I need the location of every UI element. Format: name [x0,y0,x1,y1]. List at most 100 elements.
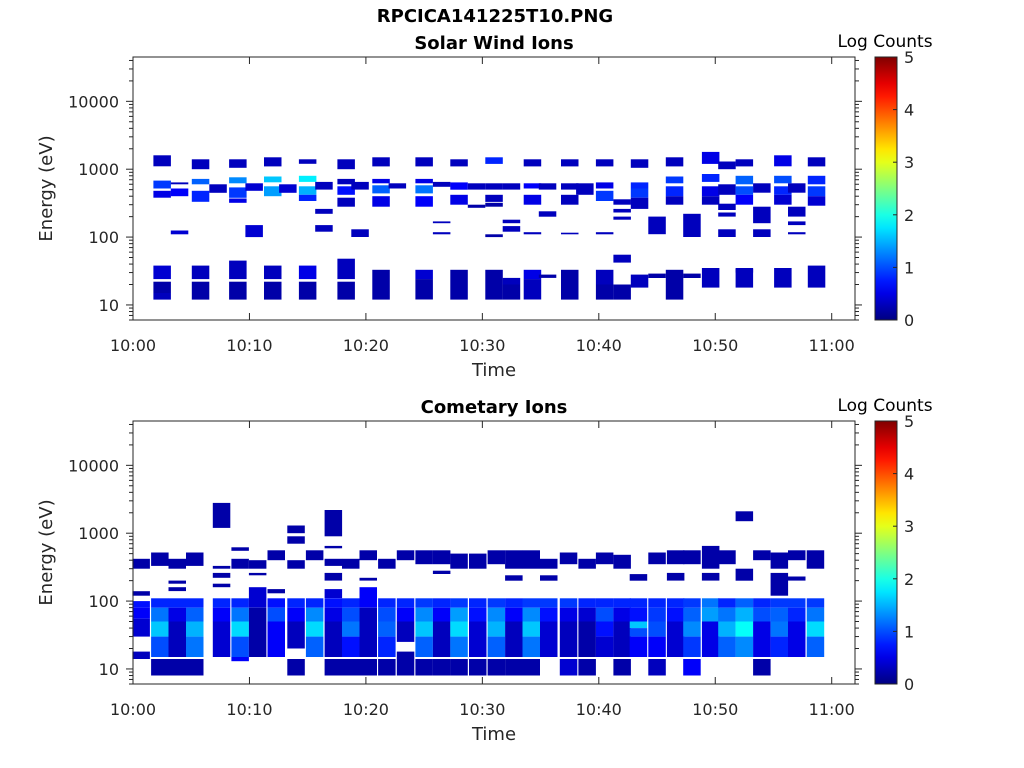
data-cell [212,583,231,588]
data-cell [298,186,317,195]
data-cell [774,194,792,205]
data-cell [287,560,305,569]
x-axis-label: Time [471,724,516,745]
data-cell [523,183,542,189]
data-cell [807,196,826,206]
data-cell [770,552,789,569]
data-cell [540,607,558,622]
data-cell [666,607,685,622]
colorbar-tick-label: 0 [904,311,914,330]
data-cell [788,232,806,235]
data-cell [168,598,186,608]
x-tick-label: 10:00 [110,336,156,355]
data-cell [774,268,792,288]
data-cell [315,181,333,190]
data-cell [648,552,666,565]
data-cell [788,183,806,193]
data-cell [701,621,720,657]
data-cell [538,183,557,190]
colorbar-tick-label: 5 [904,412,914,431]
data-cell [613,199,631,205]
data-cell [248,607,267,657]
data-cell [806,636,825,657]
data-cell [505,550,523,569]
data-cell [378,598,396,608]
data-cell [324,621,343,657]
y-axis-label: Energy (eV) [36,135,57,241]
data-cell [788,598,806,608]
data-cell [701,151,720,164]
data-cell [245,225,263,238]
data-cell [578,607,596,622]
data-cell [378,621,396,637]
data-cell [153,190,171,198]
data-cell [432,598,451,608]
data-cell [502,277,521,285]
data-cell [388,183,407,189]
x-tick-label: 11:00 [809,336,855,355]
data-cell [324,558,343,566]
data-cell [735,194,754,205]
data-cell [342,636,360,657]
data-cell [788,576,806,581]
data-cell [372,196,390,207]
data-cell [186,607,204,622]
data-cell [701,545,720,569]
data-cell [229,293,247,300]
data-cell [287,621,305,649]
data-cell [595,159,614,167]
data-cell [502,183,521,190]
data-cell [153,265,171,280]
data-cell [666,621,685,657]
data-cell [701,607,720,622]
data-cell [487,659,506,676]
data-cell [770,607,789,622]
data-cell [324,598,343,608]
data-cell [613,554,631,569]
data-cell [718,636,736,657]
data-cell [231,558,249,569]
data-cell [718,203,736,210]
data-cell [538,211,557,217]
data-cell [595,607,614,622]
data-cell [298,159,317,164]
data-cell [168,621,186,657]
data-cell [718,212,736,217]
data-cell [505,598,523,608]
data-cell [432,621,451,657]
data-cell [264,293,282,300]
data-cell [613,659,631,676]
data-cell [342,659,360,676]
data-cell [229,198,247,203]
data-cell [264,176,282,183]
data-cell [683,273,701,278]
data-cell [538,274,557,278]
data-cell [648,621,666,637]
data-cell [753,550,771,561]
data-cell [396,550,415,561]
data-cell [264,157,282,167]
axes-box [132,420,856,685]
data-cell [432,181,451,187]
data-cell [595,598,614,608]
data-cell [735,621,754,637]
data-cell [212,572,231,578]
data-cell [666,550,685,565]
data-cell [505,621,523,657]
data-cell [540,558,558,569]
data-cell [753,659,771,676]
data-cell [298,194,317,201]
data-cell [487,607,506,622]
x-tick-label: 10:00 [110,700,156,719]
data-cell [450,636,468,657]
data-cell [248,587,267,608]
data-cell [666,598,685,608]
data-cell [718,621,736,637]
data-cell [415,196,433,207]
data-cell [648,636,666,657]
subplot-1: 10:00 10:10 10:20 10:30 10:40 10:50 11:0010100… [36,32,933,381]
data-cell [559,552,578,565]
data-cell [231,607,249,622]
data-cell [351,229,369,237]
